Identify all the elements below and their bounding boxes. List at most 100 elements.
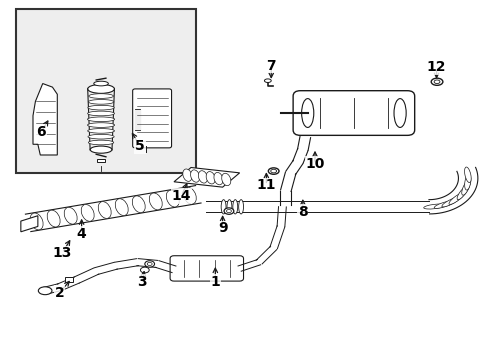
Polygon shape: [31, 213, 40, 231]
Polygon shape: [135, 109, 140, 130]
Ellipse shape: [183, 169, 191, 181]
Polygon shape: [83, 204, 91, 222]
Polygon shape: [269, 226, 284, 248]
Ellipse shape: [270, 169, 276, 173]
Ellipse shape: [88, 99, 114, 104]
Ellipse shape: [268, 168, 279, 174]
Polygon shape: [45, 210, 54, 228]
Polygon shape: [114, 259, 138, 269]
Polygon shape: [285, 161, 302, 175]
Polygon shape: [174, 167, 239, 187]
Polygon shape: [28, 213, 37, 231]
Text: 2: 2: [55, 285, 64, 300]
Ellipse shape: [393, 99, 406, 127]
Text: 12: 12: [426, 60, 446, 75]
Bar: [97, 158, 105, 162]
Ellipse shape: [441, 197, 459, 207]
Polygon shape: [444, 195, 457, 208]
Polygon shape: [457, 176, 477, 179]
Ellipse shape: [38, 287, 52, 295]
Polygon shape: [163, 190, 172, 208]
Polygon shape: [457, 180, 477, 183]
Ellipse shape: [87, 129, 114, 133]
Polygon shape: [74, 268, 99, 283]
Ellipse shape: [115, 199, 128, 216]
Ellipse shape: [94, 81, 108, 86]
Ellipse shape: [87, 123, 114, 127]
Polygon shape: [457, 170, 476, 175]
Ellipse shape: [88, 140, 114, 145]
Polygon shape: [453, 188, 471, 196]
Polygon shape: [183, 187, 192, 205]
Ellipse shape: [47, 210, 60, 227]
Polygon shape: [457, 174, 477, 177]
Polygon shape: [89, 203, 97, 221]
Ellipse shape: [198, 171, 207, 183]
Polygon shape: [123, 197, 132, 215]
Polygon shape: [94, 262, 117, 274]
Polygon shape: [143, 194, 152, 212]
Polygon shape: [280, 172, 295, 192]
Polygon shape: [95, 202, 103, 220]
Text: 11: 11: [256, 178, 276, 192]
Polygon shape: [25, 214, 34, 231]
Polygon shape: [86, 203, 94, 221]
Polygon shape: [60, 208, 68, 226]
Ellipse shape: [81, 204, 94, 221]
Text: 6: 6: [37, 125, 46, 139]
Ellipse shape: [456, 186, 468, 200]
Polygon shape: [454, 186, 473, 194]
Text: 8: 8: [297, 205, 307, 219]
Polygon shape: [129, 196, 137, 214]
Ellipse shape: [448, 193, 463, 204]
Polygon shape: [33, 84, 57, 155]
Ellipse shape: [461, 180, 469, 195]
Ellipse shape: [87, 111, 114, 116]
Ellipse shape: [183, 187, 196, 204]
Polygon shape: [166, 190, 175, 208]
Text: 1: 1: [210, 275, 220, 289]
Polygon shape: [149, 193, 158, 211]
Ellipse shape: [264, 79, 271, 82]
Polygon shape: [66, 207, 74, 225]
Polygon shape: [137, 258, 157, 267]
Polygon shape: [255, 246, 276, 264]
Polygon shape: [48, 210, 57, 228]
Polygon shape: [51, 209, 60, 227]
Polygon shape: [238, 260, 260, 271]
Ellipse shape: [190, 170, 199, 182]
Ellipse shape: [132, 196, 145, 213]
Bar: [16, 9, 196, 173]
Ellipse shape: [430, 78, 442, 85]
Polygon shape: [126, 197, 134, 215]
Ellipse shape: [433, 201, 453, 208]
Polygon shape: [448, 192, 465, 203]
Bar: [64, 277, 73, 282]
Polygon shape: [437, 198, 447, 212]
Polygon shape: [34, 212, 42, 230]
Polygon shape: [450, 191, 467, 202]
Polygon shape: [74, 206, 82, 223]
Polygon shape: [439, 197, 449, 211]
Polygon shape: [443, 196, 455, 209]
Polygon shape: [192, 186, 201, 203]
Polygon shape: [155, 192, 163, 210]
Polygon shape: [158, 192, 166, 209]
Polygon shape: [277, 207, 285, 226]
Ellipse shape: [301, 99, 313, 127]
Polygon shape: [455, 185, 474, 192]
Polygon shape: [80, 204, 88, 222]
Ellipse shape: [226, 200, 231, 214]
Ellipse shape: [149, 193, 162, 210]
Polygon shape: [57, 208, 65, 226]
Text: 7: 7: [266, 59, 276, 73]
Polygon shape: [109, 200, 117, 217]
Polygon shape: [152, 192, 160, 210]
Polygon shape: [37, 212, 45, 230]
Polygon shape: [146, 193, 155, 211]
Polygon shape: [92, 203, 100, 220]
Ellipse shape: [464, 167, 470, 183]
Polygon shape: [447, 193, 462, 205]
Polygon shape: [297, 136, 310, 150]
Text: 13: 13: [52, 246, 72, 260]
